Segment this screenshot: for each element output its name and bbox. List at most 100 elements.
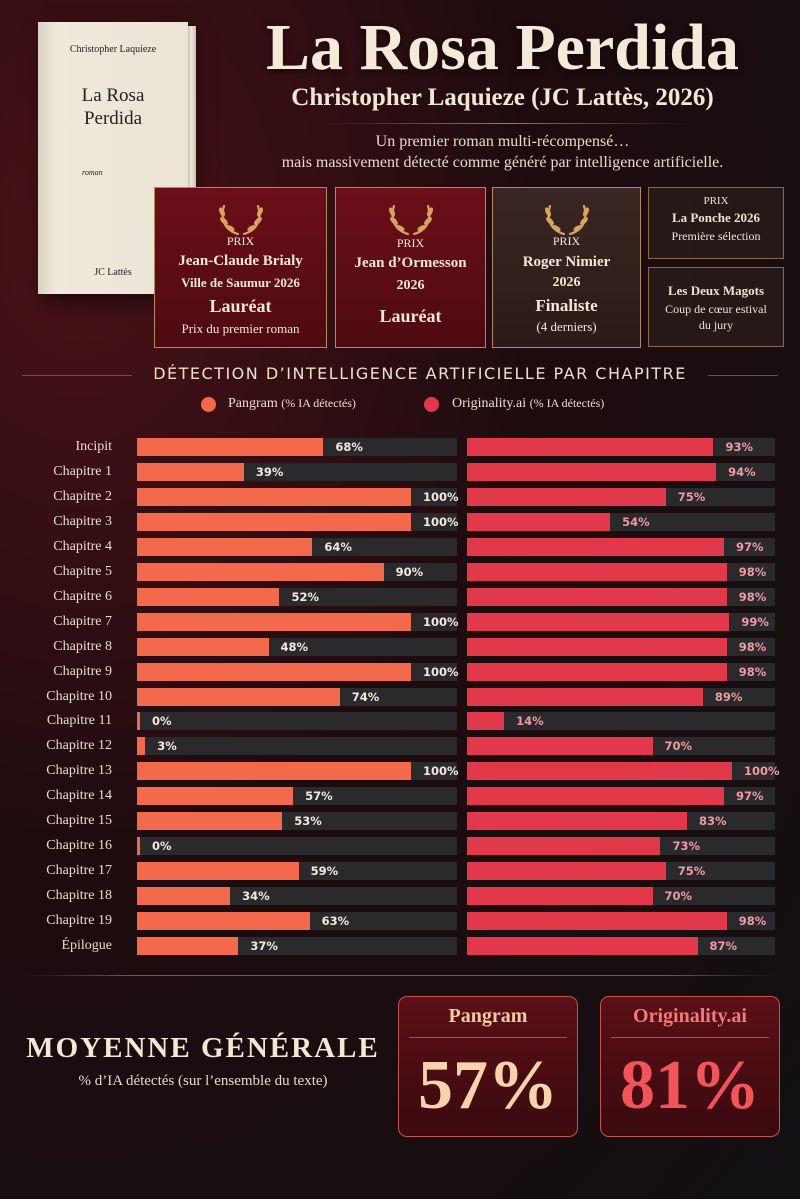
- bar-pangram: [137, 588, 280, 606]
- legend-swatch-pangram: [201, 397, 216, 412]
- category-label: Chapitre 16: [46, 838, 112, 853]
- bar-track: 90%: [137, 563, 457, 581]
- category-label: Chapitre 10: [46, 689, 112, 704]
- data-label: 63%: [321, 914, 350, 928]
- bar-track: 100%: [137, 513, 459, 531]
- bar-track: 3%: [137, 737, 457, 755]
- bar-track: 70%: [467, 737, 775, 755]
- prize-label: PRIX: [703, 195, 729, 207]
- data-label: 98%: [738, 665, 767, 679]
- bar-track: 37%: [137, 937, 457, 955]
- data-label: 0%: [152, 714, 172, 728]
- prize-note: (4 derniers): [536, 319, 597, 334]
- book-title: La Rosa Perdida: [81, 85, 145, 129]
- bar-originality: [467, 588, 727, 606]
- bar-track: 73%: [467, 837, 775, 855]
- prize-name: La Ponche 2026: [671, 210, 761, 225]
- prize-card-deux-magots: Les Deux Magots Coup de cœur estival du …: [648, 267, 784, 347]
- legend-swatch-originality: [424, 397, 439, 412]
- prize-detail: Ville de Saumur 2026: [181, 275, 300, 290]
- bar-originality: [467, 937, 698, 955]
- bar-originality: [467, 563, 727, 581]
- bar-track: 93%: [467, 438, 775, 456]
- bar-pangram: [137, 737, 146, 755]
- bar-originality: [467, 663, 727, 681]
- laurel-icon: [218, 204, 263, 236]
- data-label: 100%: [423, 515, 459, 529]
- summary-card-pangram: Pangram 57%: [398, 996, 578, 1137]
- bar-originality: [467, 638, 727, 656]
- prize-name: Jean d’Ormesson: [354, 255, 467, 271]
- category-label: Chapitre 4: [53, 539, 112, 554]
- bar-originality: [467, 762, 732, 780]
- prize-card-ponche: PRIX La Ponche 2026 Première sélection: [648, 187, 784, 259]
- data-label: 34%: [242, 889, 270, 903]
- data-label: 59%: [310, 864, 339, 878]
- prize-note: Prix du premier roman: [181, 321, 300, 336]
- prize-label: PRIX: [226, 234, 255, 248]
- prize-detail: Première sélection: [671, 229, 761, 243]
- data-label: 75%: [677, 864, 706, 878]
- summary-title: MOYENNE GÉNÉRALE: [26, 1032, 380, 1064]
- bar-pangram: [137, 762, 411, 780]
- laurel-icon: [388, 204, 433, 236]
- tagline-line-1: Un premier roman multi-récompensé…: [375, 133, 630, 150]
- bar-track: 98%: [467, 638, 775, 656]
- data-label: 90%: [395, 565, 424, 579]
- prize-detail: 2026: [552, 275, 581, 290]
- prize-name: Jean-Claude Brialy: [178, 253, 303, 269]
- bar-track: 48%: [137, 638, 457, 656]
- summary-subtitle: % d’IA détectés (sur l’ensemble du texte…: [78, 1073, 328, 1089]
- data-label: 70%: [664, 739, 693, 753]
- bar-originality: [467, 438, 714, 456]
- bar-originality: [467, 538, 725, 556]
- book-cover: Christopher Laquieze La Rosa Perdida rom…: [38, 22, 196, 294]
- bar-track: 74%: [137, 688, 457, 706]
- prize-name: Roger Nimier: [522, 254, 611, 270]
- divider: [320, 123, 690, 124]
- bar-pangram: [137, 887, 231, 905]
- page-title: La Rosa Perdida: [265, 11, 740, 84]
- data-label: 57%: [305, 789, 333, 803]
- bar-track: 100%: [137, 488, 459, 506]
- bar-pangram: [137, 937, 239, 955]
- data-label: 89%: [714, 690, 743, 704]
- data-label: 100%: [423, 764, 459, 778]
- bar-track: 53%: [137, 812, 457, 830]
- category-label: Chapitre 6: [53, 589, 112, 604]
- bar-originality: [467, 887, 653, 905]
- data-label: 97%: [736, 789, 764, 803]
- category-label: Chapitre 9: [53, 664, 112, 679]
- data-label: 94%: [728, 465, 756, 479]
- bar-pangram: [137, 862, 299, 880]
- bar-track: 100%: [467, 762, 780, 780]
- bar-originality: [467, 737, 653, 755]
- bar-track: 0%: [137, 837, 457, 855]
- data-label: 100%: [423, 490, 459, 504]
- data-label: 70%: [664, 889, 693, 903]
- category-label: Chapitre 3: [53, 514, 112, 529]
- category-label: Chapitre 8: [53, 639, 112, 654]
- bar-track: 57%: [137, 787, 457, 805]
- bar-originality: [467, 488, 666, 506]
- divider: [409, 1037, 567, 1038]
- bar-track: 0%: [137, 712, 457, 730]
- summary-value: 81%: [620, 1047, 760, 1124]
- prize-card-brialy: PRIX Jean-Claude Brialy Ville de Saumur …: [154, 187, 327, 348]
- data-label: 74%: [351, 690, 380, 704]
- data-label: 53%: [294, 814, 322, 828]
- summary-label: Pangram: [448, 1005, 528, 1027]
- bar-originality: [467, 837, 661, 855]
- legend-name: Pangram: [228, 396, 278, 411]
- data-label: 97%: [736, 540, 764, 554]
- prize-detail: Coup de cœur estival: [665, 302, 767, 316]
- prize-card-nimier: PRIX Roger Nimier 2026 Finaliste (4 dern…: [492, 187, 641, 348]
- bar-track: 63%: [137, 912, 457, 930]
- bar-track: 52%: [137, 588, 457, 606]
- bar-track: 87%: [467, 937, 775, 955]
- bar-pangram: [137, 538, 313, 556]
- category-label: Chapitre 11: [46, 713, 112, 728]
- bar-track: 34%: [137, 887, 457, 905]
- bar-originality: [467, 787, 725, 805]
- bar-track: 98%: [467, 912, 775, 930]
